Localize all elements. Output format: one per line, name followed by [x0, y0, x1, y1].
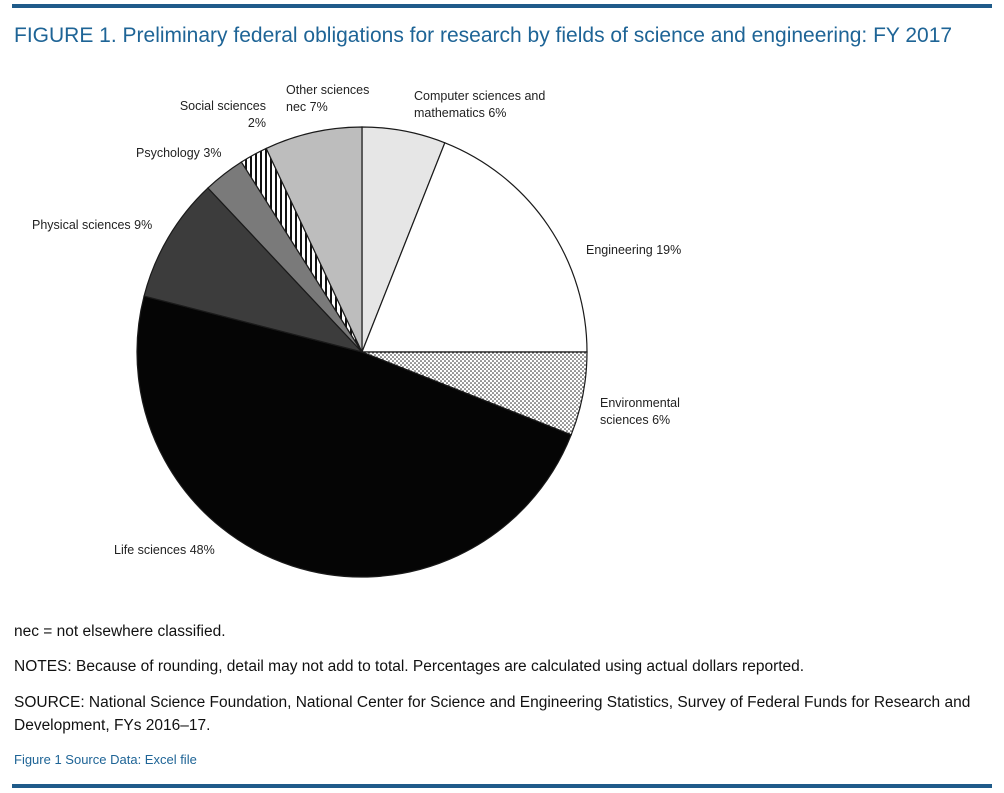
slice-label: Social sciences 2% — [180, 99, 266, 130]
slice-label: Physical sciences 9% — [32, 218, 152, 232]
source-text: SOURCE: National Science Foundation, Nat… — [14, 694, 971, 734]
slice-label: Computer sciences and mathematics 6% — [414, 89, 545, 120]
slice-label: Psychology 3% — [136, 146, 221, 160]
pie-slice-engineering-19 — [361, 142, 588, 353]
slice-label: Environmental sciences 6% — [600, 396, 680, 427]
slice-label: Engineering 19% — [586, 243, 681, 257]
slice-label: Other sciences nec 7% — [286, 83, 369, 114]
notes-text: NOTES: Because of rounding, detail may n… — [14, 658, 805, 675]
source-data-link[interactable]: Figure 1 Source Data: Excel file — [14, 752, 197, 767]
pie-labels: Computer sciences and mathematics 6% Engin… — [32, 83, 681, 557]
bottom-rule — [12, 784, 992, 788]
pie-slice-life-sciences-48 — [136, 295, 572, 578]
pie-chart: Computer sciences and mathematics 6% Engin… — [32, 83, 681, 578]
nec-note: nec = not elsewhere classified. — [14, 623, 226, 640]
top-rule — [12, 4, 992, 8]
slice-label: Life sciences 48% — [114, 543, 215, 557]
figure-title: FIGURE 1. Preliminary federal obligation… — [14, 24, 953, 47]
pie-slice-physical-sciences-9 — [143, 187, 364, 354]
pie-slice-other-sciences-nec-7 — [265, 126, 363, 353]
pie-slices — [136, 126, 588, 578]
